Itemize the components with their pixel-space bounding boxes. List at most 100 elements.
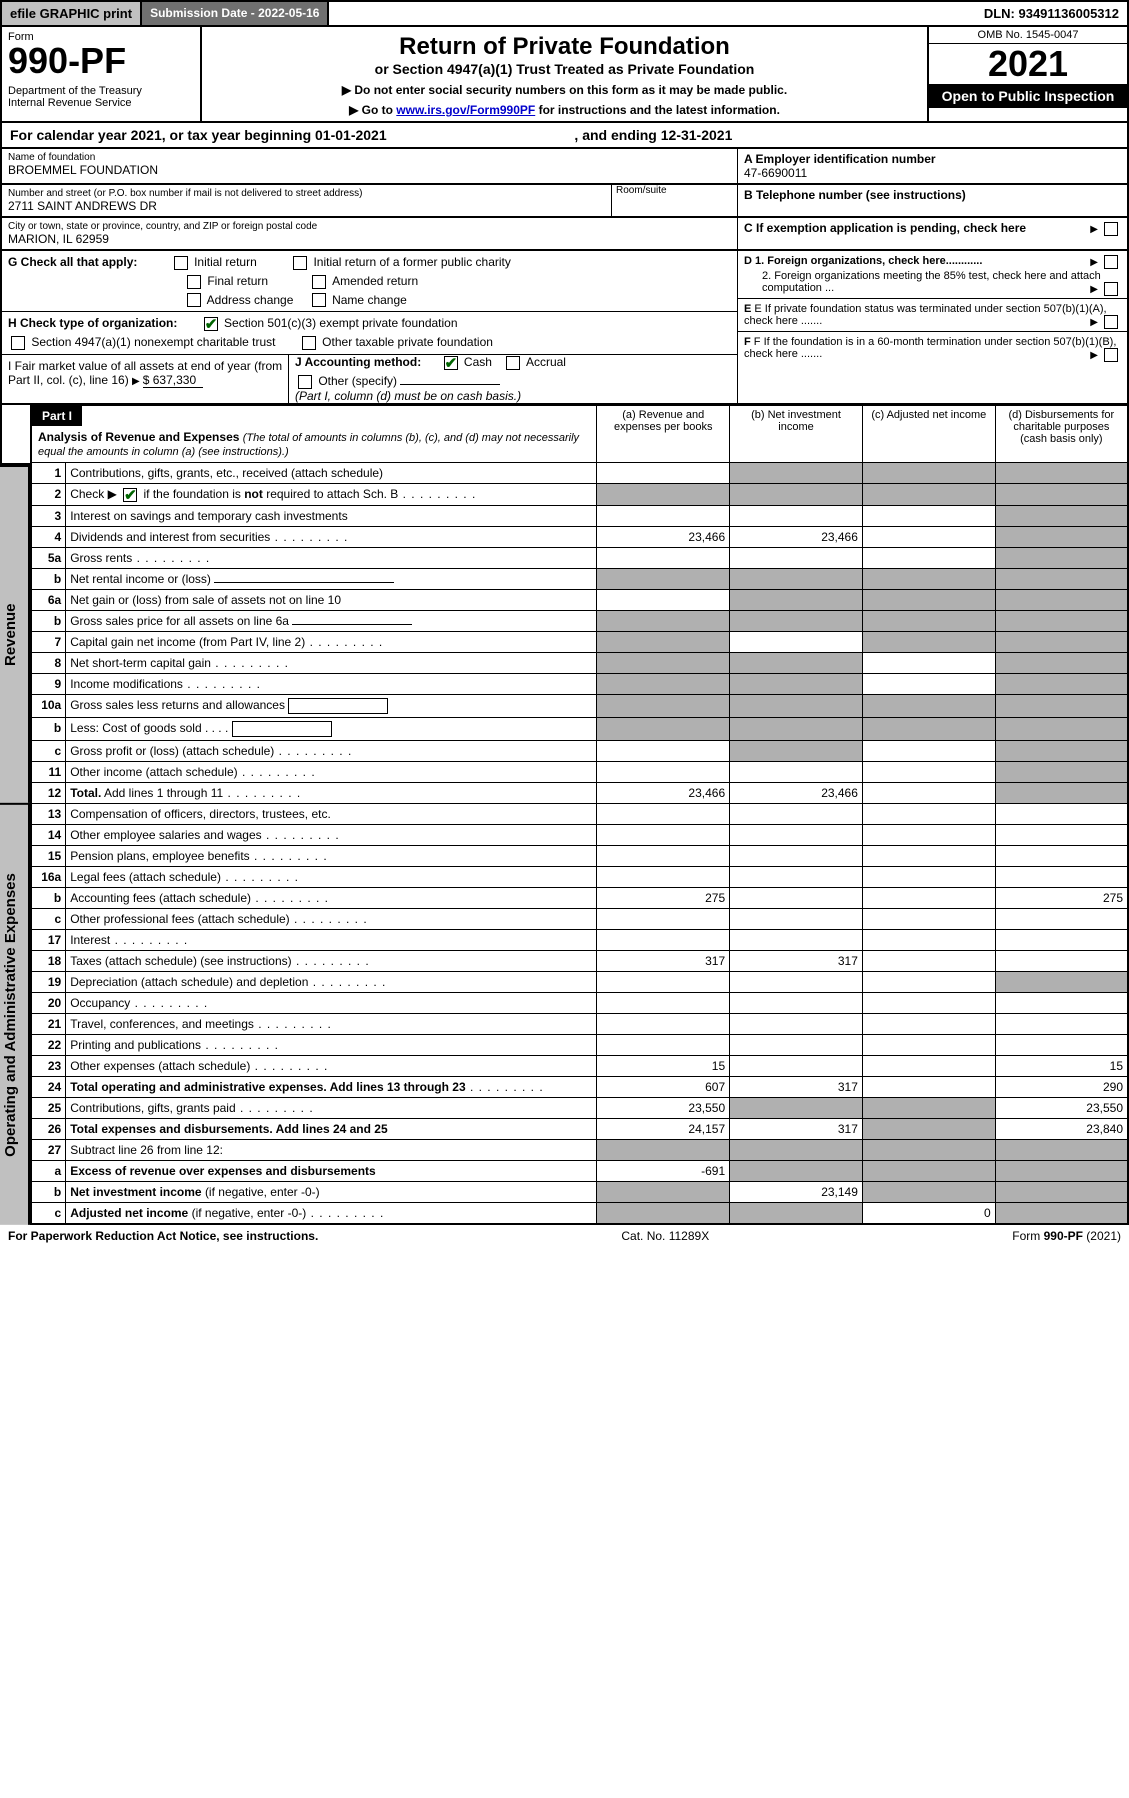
- v-26b: 317: [730, 1118, 863, 1139]
- chk-d2[interactable]: [1104, 282, 1118, 296]
- lbl-initial-former: Initial return of a former public charit…: [313, 255, 510, 269]
- row-26: Total expenses and disbursements. Add li…: [70, 1122, 387, 1136]
- row-14: Other employee salaries and wages: [70, 828, 261, 842]
- tel-label: B Telephone number (see instructions): [744, 188, 1121, 202]
- row-10c: Gross profit or (loss) (attach schedule): [70, 744, 274, 758]
- tax-year: 2021: [929, 44, 1127, 84]
- chk-e[interactable]: [1104, 315, 1118, 329]
- c-checkbox[interactable]: [1104, 222, 1118, 236]
- col-a: (a) Revenue and expenses per books: [597, 405, 730, 462]
- omb: OMB No. 1545-0047: [929, 27, 1127, 44]
- footer-left: For Paperwork Reduction Act Notice, see …: [8, 1229, 318, 1243]
- row-25: Contributions, gifts, grants paid: [70, 1101, 235, 1115]
- row-11: Other income (attach schedule): [70, 765, 237, 779]
- chk-501c3[interactable]: [204, 317, 218, 331]
- chk-namechange[interactable]: [312, 293, 326, 307]
- row-6b: Gross sales price for all assets on line…: [70, 614, 289, 628]
- row-12t: Total.: [70, 786, 101, 800]
- revenue-label: Revenue: [0, 465, 30, 803]
- chk-amended[interactable]: [312, 275, 326, 289]
- row-7: Capital gain net income (from Part IV, l…: [70, 635, 305, 649]
- room-label: Room/suite: [616, 185, 731, 196]
- lbl-addrchange: Address change: [207, 293, 294, 307]
- ein: 47-6690011: [744, 166, 1121, 180]
- part1-title: Analysis of Revenue and Expenses: [38, 430, 239, 444]
- row-5b: Net rental income or (loss): [70, 572, 211, 586]
- irs-link[interactable]: www.irs.gov/Form990PF: [396, 103, 535, 117]
- v-4b: 23,466: [730, 526, 863, 547]
- chk-initial[interactable]: [174, 256, 188, 270]
- calyear-begin: For calendar year 2021, or tax year begi…: [10, 127, 387, 143]
- row-10b: Less: Cost of goods sold: [70, 721, 201, 735]
- form-title: Return of Private Foundation: [210, 33, 919, 61]
- row-16a: Legal fees (attach schedule): [70, 870, 221, 884]
- chk-d1[interactable]: [1104, 255, 1118, 269]
- open-inspection: Open to Public Inspection: [929, 84, 1127, 108]
- chk-addrchange[interactable]: [187, 293, 201, 307]
- calyear-end: , and ending 12-31-2021: [574, 127, 732, 143]
- part1-label: Part I: [32, 406, 82, 426]
- row-24: Total operating and administrative expen…: [70, 1080, 465, 1094]
- chk-final[interactable]: [187, 275, 201, 289]
- v-18a: 317: [597, 950, 730, 971]
- city-label: City or town, state or province, country…: [8, 221, 731, 232]
- row-5a: Gross rents: [70, 551, 132, 565]
- topbar: efile GRAPHIC print Submission Date - 20…: [0, 0, 1129, 27]
- f-label: F If the foundation is in a 60-month ter…: [744, 336, 1116, 360]
- v-27cc: 0: [862, 1202, 995, 1224]
- chk-schb[interactable]: [123, 488, 137, 502]
- row-18: Taxes (attach schedule) (see instruction…: [70, 954, 291, 968]
- v-16ba: 275: [597, 887, 730, 908]
- g-label: G Check all that apply:: [8, 255, 137, 269]
- spacer: [329, 2, 975, 25]
- row-2a: Check ▶: [70, 487, 117, 501]
- ein-label: A Employer identification number: [744, 152, 1121, 166]
- chk-initial-former[interactable]: [293, 256, 307, 270]
- note2: ▶ Go to www.irs.gov/Form990PF for instru…: [210, 103, 919, 117]
- chk-other-method[interactable]: [298, 375, 312, 389]
- col-c: (c) Adjusted net income: [862, 405, 995, 462]
- chk-accrual[interactable]: [506, 356, 520, 370]
- name-label: Name of foundation: [8, 152, 731, 163]
- v-4a: 23,466: [597, 526, 730, 547]
- note2-post: for instructions and the latest informat…: [535, 103, 780, 117]
- row-4: Dividends and interest from securities: [70, 530, 270, 544]
- footer: For Paperwork Reduction Act Notice, see …: [0, 1225, 1129, 1247]
- lbl-final: Final return: [207, 274, 268, 288]
- v-24b: 317: [730, 1076, 863, 1097]
- row-20: Occupancy: [70, 996, 130, 1010]
- e-label: E If private foundation status was termi…: [744, 303, 1107, 327]
- form-header: Form 990-PF Department of the Treasury I…: [0, 27, 1129, 123]
- row-13: Compensation of officers, directors, tru…: [66, 803, 597, 824]
- chk-cash[interactable]: [444, 356, 458, 370]
- row-23: Other expenses (attach schedule): [70, 1059, 250, 1073]
- col-d: (d) Disbursements for charitable purpose…: [995, 405, 1128, 462]
- row-27a: Excess of revenue over expenses and disb…: [70, 1164, 375, 1178]
- row-2b: if the foundation is not required to att…: [143, 487, 398, 501]
- note2-pre: ▶ Go to: [349, 103, 396, 117]
- city-row: City or town, state or province, country…: [0, 218, 1129, 251]
- row-27: Subtract line 26 from line 12:: [66, 1139, 597, 1160]
- lbl-amended: Amended return: [332, 274, 418, 288]
- chk-other-taxable[interactable]: [302, 336, 316, 350]
- lbl-initial: Initial return: [194, 255, 257, 269]
- lbl-accrual: Accrual: [526, 355, 566, 369]
- chk-f[interactable]: [1104, 348, 1118, 362]
- v-24a: 607: [597, 1076, 730, 1097]
- submission-date: Submission Date - 2022-05-16: [142, 2, 329, 25]
- row-8: Net short-term capital gain: [70, 656, 211, 670]
- chk-4947[interactable]: [11, 336, 25, 350]
- foundation-name: BROEMMEL FOUNDATION: [8, 163, 731, 177]
- lbl-other-taxable: Other taxable private foundation: [322, 335, 493, 349]
- row-16c: Other professional fees (attach schedule…: [70, 912, 289, 926]
- v-25d: 23,550: [995, 1097, 1128, 1118]
- d2-label: 2. Foreign organizations meeting the 85%…: [762, 270, 1101, 294]
- row-1: Contributions, gifts, grants, etc., rece…: [66, 462, 597, 483]
- row-16b: Accounting fees (attach schedule): [70, 891, 251, 905]
- efile-button[interactable]: efile GRAPHIC print: [2, 2, 142, 25]
- v-23a: 15: [597, 1055, 730, 1076]
- row-19: Depreciation (attach schedule) and deple…: [70, 975, 308, 989]
- name-row: Name of foundation BROEMMEL FOUNDATION A…: [0, 149, 1129, 185]
- col-b: (b) Net investment income: [730, 405, 863, 462]
- j-note: (Part I, column (d) must be on cash basi…: [295, 389, 566, 403]
